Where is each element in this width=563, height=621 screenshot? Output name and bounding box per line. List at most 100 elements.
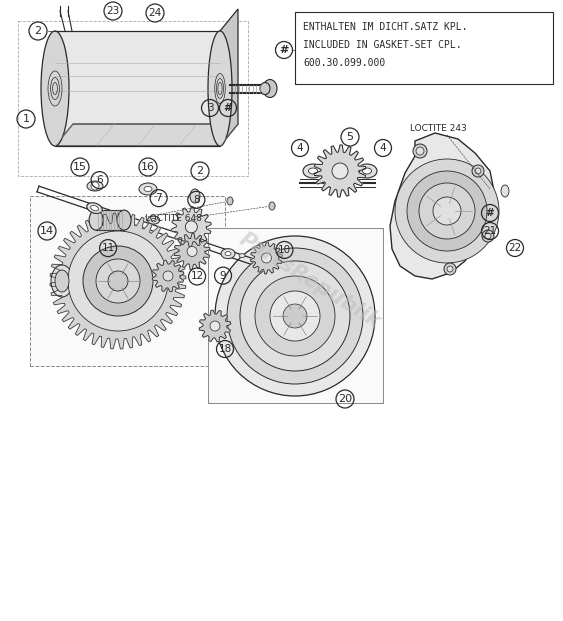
Polygon shape bbox=[96, 210, 124, 230]
Circle shape bbox=[261, 253, 271, 263]
Polygon shape bbox=[199, 310, 231, 342]
Ellipse shape bbox=[260, 83, 270, 94]
Text: 2: 2 bbox=[34, 26, 42, 36]
Circle shape bbox=[108, 271, 128, 291]
Text: 24: 24 bbox=[149, 8, 162, 18]
Ellipse shape bbox=[225, 252, 231, 256]
Polygon shape bbox=[227, 197, 233, 205]
Text: 9: 9 bbox=[220, 271, 226, 281]
Ellipse shape bbox=[51, 265, 73, 297]
Circle shape bbox=[407, 171, 487, 251]
Circle shape bbox=[482, 230, 494, 242]
Polygon shape bbox=[55, 124, 238, 146]
Ellipse shape bbox=[309, 168, 318, 174]
Circle shape bbox=[472, 165, 484, 177]
Ellipse shape bbox=[221, 248, 235, 258]
Ellipse shape bbox=[117, 210, 131, 230]
Polygon shape bbox=[251, 242, 283, 274]
Text: 3: 3 bbox=[207, 103, 213, 113]
Circle shape bbox=[485, 233, 491, 239]
Circle shape bbox=[91, 182, 99, 190]
Circle shape bbox=[419, 183, 475, 239]
Polygon shape bbox=[220, 9, 238, 146]
Circle shape bbox=[416, 147, 424, 155]
Ellipse shape bbox=[41, 31, 69, 146]
Ellipse shape bbox=[148, 216, 160, 224]
Circle shape bbox=[163, 271, 173, 281]
Text: 600.30.099.000: 600.30.099.000 bbox=[303, 58, 385, 68]
Circle shape bbox=[444, 263, 456, 275]
Text: 16: 16 bbox=[141, 162, 155, 172]
Circle shape bbox=[413, 144, 427, 158]
Text: 4: 4 bbox=[297, 143, 303, 153]
Ellipse shape bbox=[263, 79, 277, 97]
Circle shape bbox=[283, 304, 307, 328]
Ellipse shape bbox=[303, 164, 323, 178]
Text: 10: 10 bbox=[278, 245, 291, 255]
Ellipse shape bbox=[357, 164, 377, 178]
Text: #: # bbox=[279, 45, 289, 55]
Polygon shape bbox=[50, 213, 186, 349]
Circle shape bbox=[83, 246, 153, 316]
Text: 14: 14 bbox=[40, 226, 54, 236]
Circle shape bbox=[433, 197, 461, 225]
Polygon shape bbox=[55, 31, 220, 146]
Circle shape bbox=[96, 259, 140, 303]
Text: 4: 4 bbox=[379, 143, 386, 153]
Text: 1: 1 bbox=[23, 114, 29, 124]
Text: 12: 12 bbox=[190, 271, 204, 281]
Polygon shape bbox=[269, 202, 275, 210]
Text: LOCTITE 648: LOCTITE 648 bbox=[145, 214, 202, 223]
Circle shape bbox=[187, 247, 197, 256]
Ellipse shape bbox=[89, 210, 103, 230]
Text: 15: 15 bbox=[73, 162, 87, 172]
Ellipse shape bbox=[87, 202, 102, 214]
Bar bbox=[30, 196, 225, 366]
Polygon shape bbox=[390, 133, 495, 279]
Text: 11: 11 bbox=[101, 243, 115, 253]
Ellipse shape bbox=[501, 185, 509, 197]
Ellipse shape bbox=[151, 219, 156, 222]
Text: 23: 23 bbox=[106, 6, 119, 16]
Text: ENTHALTEN IM DICHT.SATZ KPL.: ENTHALTEN IM DICHT.SATZ KPL. bbox=[303, 22, 467, 32]
Circle shape bbox=[447, 266, 453, 272]
Text: LOCTITE 243: LOCTITE 243 bbox=[410, 124, 467, 133]
Ellipse shape bbox=[87, 181, 103, 191]
Text: 7: 7 bbox=[155, 193, 162, 203]
Circle shape bbox=[332, 163, 348, 179]
Text: PartsRepublik: PartsRepublik bbox=[236, 229, 385, 333]
Text: #: # bbox=[486, 208, 494, 218]
Ellipse shape bbox=[91, 206, 99, 211]
Text: 18: 18 bbox=[218, 344, 231, 354]
Text: 6: 6 bbox=[96, 175, 103, 185]
Text: 22: 22 bbox=[508, 243, 522, 253]
Circle shape bbox=[270, 291, 320, 341]
Text: #: # bbox=[224, 103, 233, 113]
Bar bbox=[295, 12, 553, 84]
Bar bbox=[208, 228, 383, 403]
Polygon shape bbox=[172, 207, 211, 247]
Text: 20: 20 bbox=[338, 394, 352, 404]
Text: 5: 5 bbox=[346, 132, 354, 142]
Text: 21: 21 bbox=[484, 226, 497, 236]
Circle shape bbox=[227, 248, 363, 384]
Text: 2: 2 bbox=[196, 166, 204, 176]
Circle shape bbox=[185, 221, 198, 233]
Circle shape bbox=[395, 159, 499, 263]
Text: INCLUDED IN GASKET-SET CPL.: INCLUDED IN GASKET-SET CPL. bbox=[303, 40, 462, 50]
Ellipse shape bbox=[55, 270, 69, 292]
Circle shape bbox=[215, 236, 375, 396]
Circle shape bbox=[475, 168, 481, 174]
Ellipse shape bbox=[144, 186, 152, 191]
Ellipse shape bbox=[239, 253, 245, 258]
Ellipse shape bbox=[139, 183, 157, 195]
Text: 8: 8 bbox=[193, 195, 200, 205]
Circle shape bbox=[210, 321, 220, 331]
Polygon shape bbox=[174, 233, 210, 270]
Ellipse shape bbox=[363, 168, 372, 174]
Ellipse shape bbox=[190, 189, 200, 203]
Circle shape bbox=[68, 231, 168, 331]
Circle shape bbox=[255, 276, 335, 356]
Polygon shape bbox=[314, 145, 366, 197]
Polygon shape bbox=[152, 260, 184, 292]
